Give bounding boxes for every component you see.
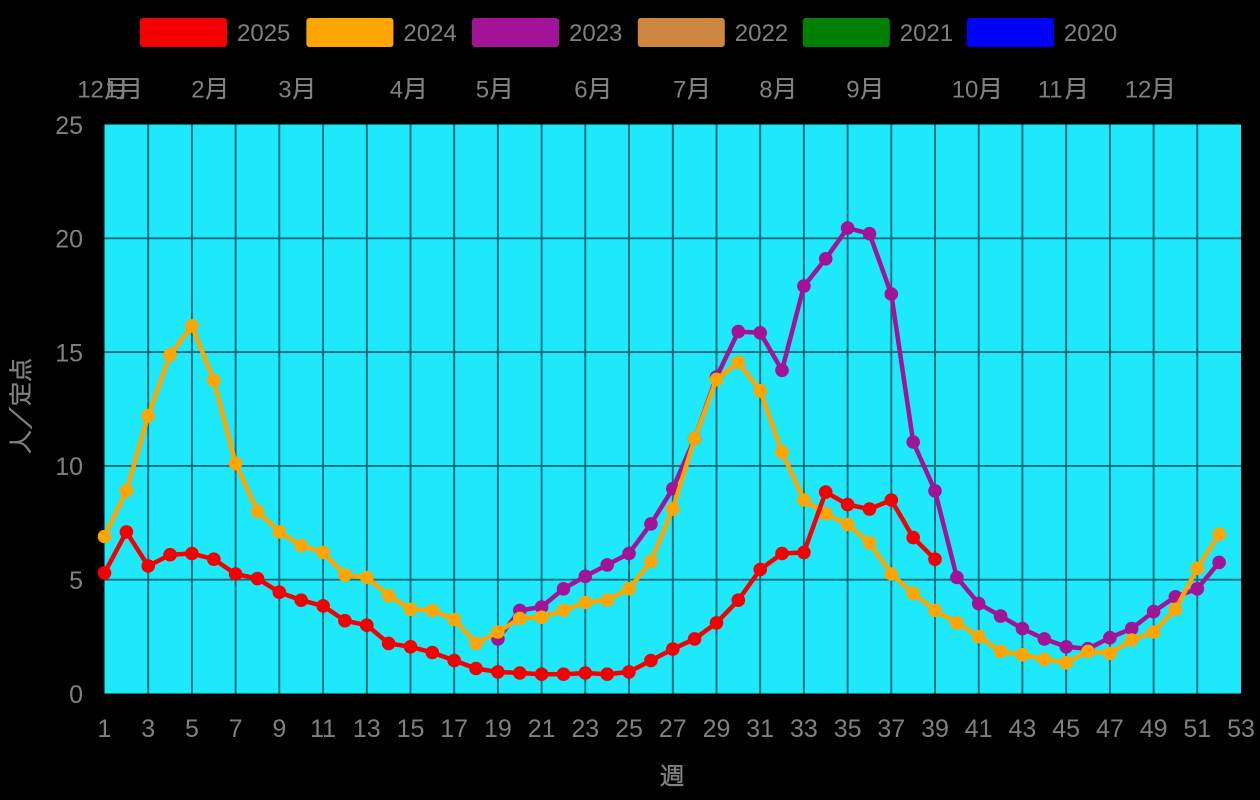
svg-text:3: 3 xyxy=(278,77,291,104)
svg-text:5: 5 xyxy=(185,715,199,743)
svg-text:21: 21 xyxy=(528,715,556,743)
svg-text:49: 49 xyxy=(1140,715,1168,743)
svg-text:23: 23 xyxy=(571,715,599,743)
svg-text:0: 0 xyxy=(69,681,83,709)
svg-text:33: 33 xyxy=(790,715,818,743)
svg-text:45: 45 xyxy=(1052,715,1080,743)
svg-text:53: 53 xyxy=(1227,715,1255,743)
svg-text:1: 1 xyxy=(105,77,118,104)
svg-text:35: 35 xyxy=(834,715,862,743)
svg-text:47: 47 xyxy=(1096,715,1124,743)
svg-text:27: 27 xyxy=(659,715,687,743)
svg-text:7: 7 xyxy=(673,77,686,104)
svg-text:15: 15 xyxy=(55,339,83,367)
svg-text:9: 9 xyxy=(272,715,286,743)
svg-text:2021: 2021 xyxy=(900,20,953,47)
svg-text:43: 43 xyxy=(1008,715,1036,743)
svg-text:10: 10 xyxy=(55,453,83,481)
svg-text:11: 11 xyxy=(310,715,336,743)
svg-text:8: 8 xyxy=(759,77,772,104)
svg-text:29: 29 xyxy=(703,715,731,743)
svg-text:2024: 2024 xyxy=(403,20,456,47)
svg-text:41: 41 xyxy=(965,715,993,743)
svg-text:51: 51 xyxy=(1183,715,1211,743)
svg-text:5: 5 xyxy=(69,567,83,595)
svg-text:2: 2 xyxy=(191,77,204,104)
svg-text:37: 37 xyxy=(877,715,905,743)
svg-text:31: 31 xyxy=(746,715,774,743)
svg-text:20: 20 xyxy=(55,226,83,254)
svg-text:4: 4 xyxy=(390,77,403,104)
svg-text:5: 5 xyxy=(476,77,489,104)
svg-text:3: 3 xyxy=(141,715,155,743)
svg-text:15: 15 xyxy=(397,715,425,743)
svg-text:25: 25 xyxy=(615,715,643,743)
svg-text:1: 1 xyxy=(98,715,112,743)
svg-text:2020: 2020 xyxy=(1064,20,1117,47)
svg-text:13: 13 xyxy=(353,715,381,743)
svg-text:2025: 2025 xyxy=(237,20,290,47)
svg-text:2022: 2022 xyxy=(735,20,788,47)
svg-text:10: 10 xyxy=(952,77,979,104)
svg-text:39: 39 xyxy=(921,715,949,743)
svg-text:12: 12 xyxy=(1125,77,1152,104)
svg-text:2023: 2023 xyxy=(569,20,622,47)
svg-text:9: 9 xyxy=(846,77,859,104)
svg-text:17: 17 xyxy=(440,715,468,743)
svg-text:11: 11 xyxy=(1038,77,1063,104)
svg-text:12: 12 xyxy=(77,77,104,104)
svg-text:19: 19 xyxy=(484,715,512,743)
svg-text:25: 25 xyxy=(55,112,83,140)
svg-text:7: 7 xyxy=(229,715,243,743)
svg-text:6: 6 xyxy=(574,77,587,104)
